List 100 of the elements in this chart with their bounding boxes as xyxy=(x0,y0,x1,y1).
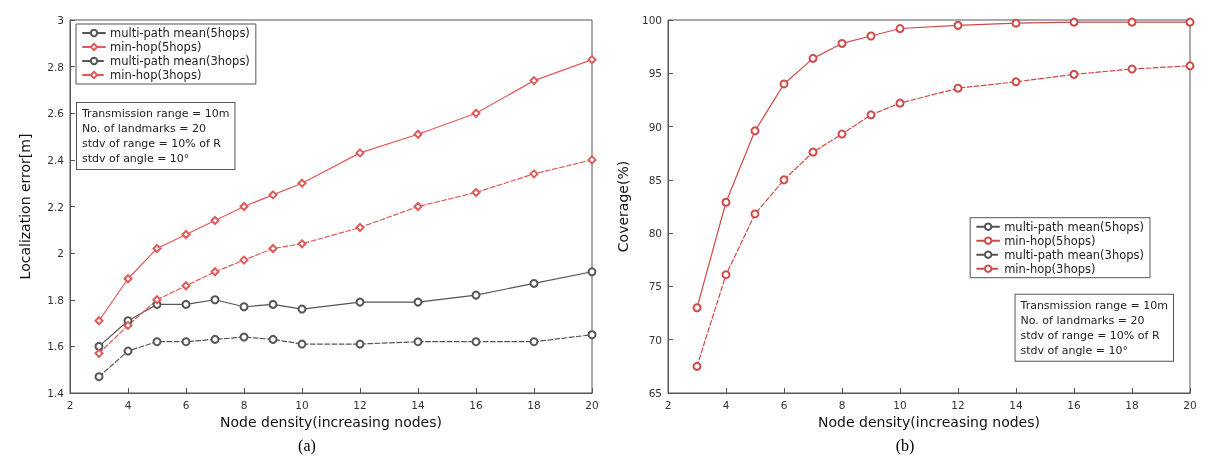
point xyxy=(779,79,789,89)
point xyxy=(1185,17,1195,27)
point xyxy=(1127,17,1137,27)
y-tick-label: 1.6 xyxy=(47,340,65,353)
x-tick-label: 16 xyxy=(469,398,483,411)
x-tick-label: 18 xyxy=(527,398,541,411)
point xyxy=(1127,64,1137,74)
x-tick-label: 12 xyxy=(951,398,965,411)
x-tick-label: 14 xyxy=(411,398,425,411)
x-tick-label: 2 xyxy=(664,398,672,411)
x-tick-label: 8 xyxy=(838,398,846,411)
point xyxy=(239,255,249,265)
x-tick-label: 4 xyxy=(124,398,132,411)
x-tick-label: 10 xyxy=(893,398,907,411)
point xyxy=(297,239,307,249)
point xyxy=(1011,77,1021,87)
point xyxy=(1069,17,1079,27)
point xyxy=(471,337,481,347)
y-tick-label: 95 xyxy=(648,67,662,80)
point xyxy=(239,202,249,211)
legend-label: min-hop(5hops) xyxy=(110,40,202,54)
point xyxy=(808,53,818,63)
point xyxy=(1185,61,1195,71)
point xyxy=(181,299,191,309)
point xyxy=(181,281,191,291)
y-tick-label: 2 xyxy=(57,247,64,260)
legend-label: min-hop(3hops) xyxy=(1004,261,1096,276)
x-tick-label: 16 xyxy=(1067,398,1081,411)
point xyxy=(210,295,220,305)
point xyxy=(837,38,847,48)
point xyxy=(268,299,278,309)
point xyxy=(355,339,365,349)
point xyxy=(837,129,847,139)
point xyxy=(210,334,220,344)
point xyxy=(239,302,249,312)
point xyxy=(413,129,423,139)
point xyxy=(181,229,191,239)
text: (b) xyxy=(895,436,915,455)
point xyxy=(210,215,220,225)
legend-label: min-hop(3hops) xyxy=(110,68,202,82)
point xyxy=(471,188,481,198)
point xyxy=(587,267,597,277)
point xyxy=(1011,18,1021,28)
point xyxy=(152,243,162,253)
point xyxy=(355,222,365,232)
point xyxy=(413,337,423,347)
point xyxy=(750,209,760,219)
point xyxy=(529,337,539,347)
point xyxy=(953,20,963,30)
point xyxy=(413,202,423,211)
point xyxy=(94,341,104,351)
legend-label: multi-path mean(5hops) xyxy=(110,26,250,40)
x-axis-title: Node density(increasing nodes) xyxy=(818,414,1040,430)
y-tick-label: 70 xyxy=(648,333,662,346)
y-tick-label: 1.4 xyxy=(47,387,65,399)
y-tick-label: 3 xyxy=(57,14,64,26)
point xyxy=(692,361,702,371)
point xyxy=(297,339,307,349)
point xyxy=(529,76,539,86)
legend-label: multi-path mean(5hops) xyxy=(1004,219,1144,234)
point xyxy=(297,178,307,188)
point xyxy=(94,348,104,358)
point xyxy=(123,274,133,284)
point xyxy=(721,197,731,207)
legend-label: multi-path mean(3hops) xyxy=(110,54,250,68)
y-tick-label: 80 xyxy=(648,227,662,240)
legend-label: multi-path mean(3hops) xyxy=(1004,247,1144,262)
y-tick-label: 75 xyxy=(648,280,662,293)
x-axis-title: Node density(increasing nodes) xyxy=(220,414,442,430)
point xyxy=(1069,69,1079,79)
x-tick-label: 20 xyxy=(585,398,599,411)
point xyxy=(210,267,220,277)
point xyxy=(152,295,162,305)
point xyxy=(750,126,760,136)
point xyxy=(152,337,162,347)
point xyxy=(895,24,905,34)
x-tick-label: 6 xyxy=(780,398,788,411)
y-tick-label: 1.8 xyxy=(47,293,64,306)
point xyxy=(297,304,307,314)
point xyxy=(529,278,539,288)
point xyxy=(721,270,731,280)
point xyxy=(123,320,133,330)
point xyxy=(123,346,133,356)
y-tick-label: 85 xyxy=(648,173,662,186)
x-tick-label: 20 xyxy=(1183,398,1197,411)
point xyxy=(471,108,481,118)
point xyxy=(355,297,365,307)
point xyxy=(268,334,278,344)
point xyxy=(355,148,365,158)
point xyxy=(953,83,963,93)
point xyxy=(895,98,905,108)
y-tick-label: 2.6 xyxy=(47,107,65,120)
y-tick-label: 100 xyxy=(641,14,662,26)
point xyxy=(587,330,597,340)
x-tick-label: 2 xyxy=(66,398,74,411)
x-tick-label: 14 xyxy=(1009,398,1023,411)
x-tick-label: 12 xyxy=(353,398,367,411)
point xyxy=(866,31,876,41)
point xyxy=(239,332,249,342)
y-tick-label: 2.4 xyxy=(47,153,65,166)
